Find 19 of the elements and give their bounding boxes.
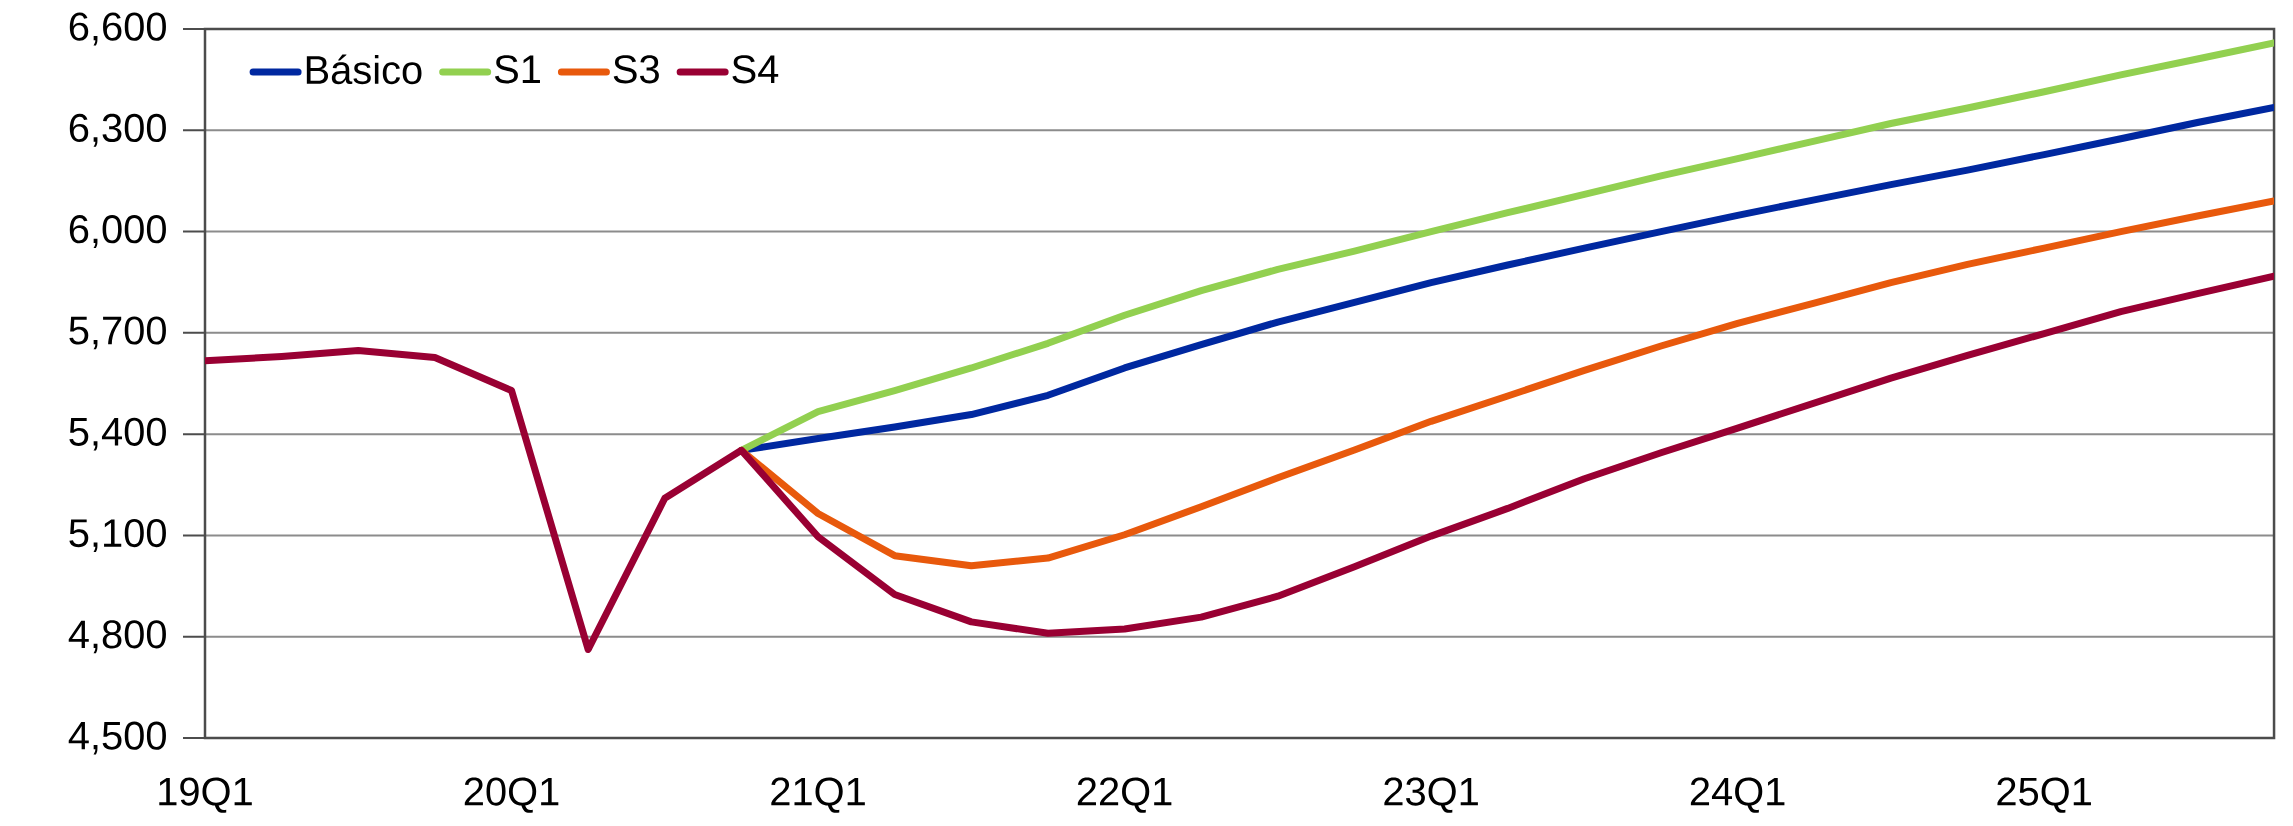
legend-label: S4 [732,55,779,84]
legend-label: S3 [613,55,659,84]
y-tick-label: 6,600 [69,12,166,46]
x-tick-label: 19Q1 [159,777,252,813]
x-tick-label: 23Q1 [1384,777,1478,813]
legend-label: S1 [494,55,540,84]
x-tick-label: 21Q1 [771,777,865,813]
y-tick-label: 5,400 [69,417,166,451]
x-tick-label: 25Q1 [1997,777,2091,813]
y-tick-label: 6,000 [69,215,166,249]
y-tick-label: 4,500 [68,721,166,755]
y-tick-label: 6,300 [69,113,166,147]
y-tick-label: 5,700 [69,316,166,350]
y-tick-label: 4,800 [68,620,166,654]
x-tick-label: 24Q1 [1690,777,1785,813]
x-tick-label: 22Q1 [1077,777,1172,813]
y-tick-label: 5,100 [69,518,166,552]
legend-label: Básico [306,54,422,85]
x-tick-label: 20Q1 [464,777,559,813]
